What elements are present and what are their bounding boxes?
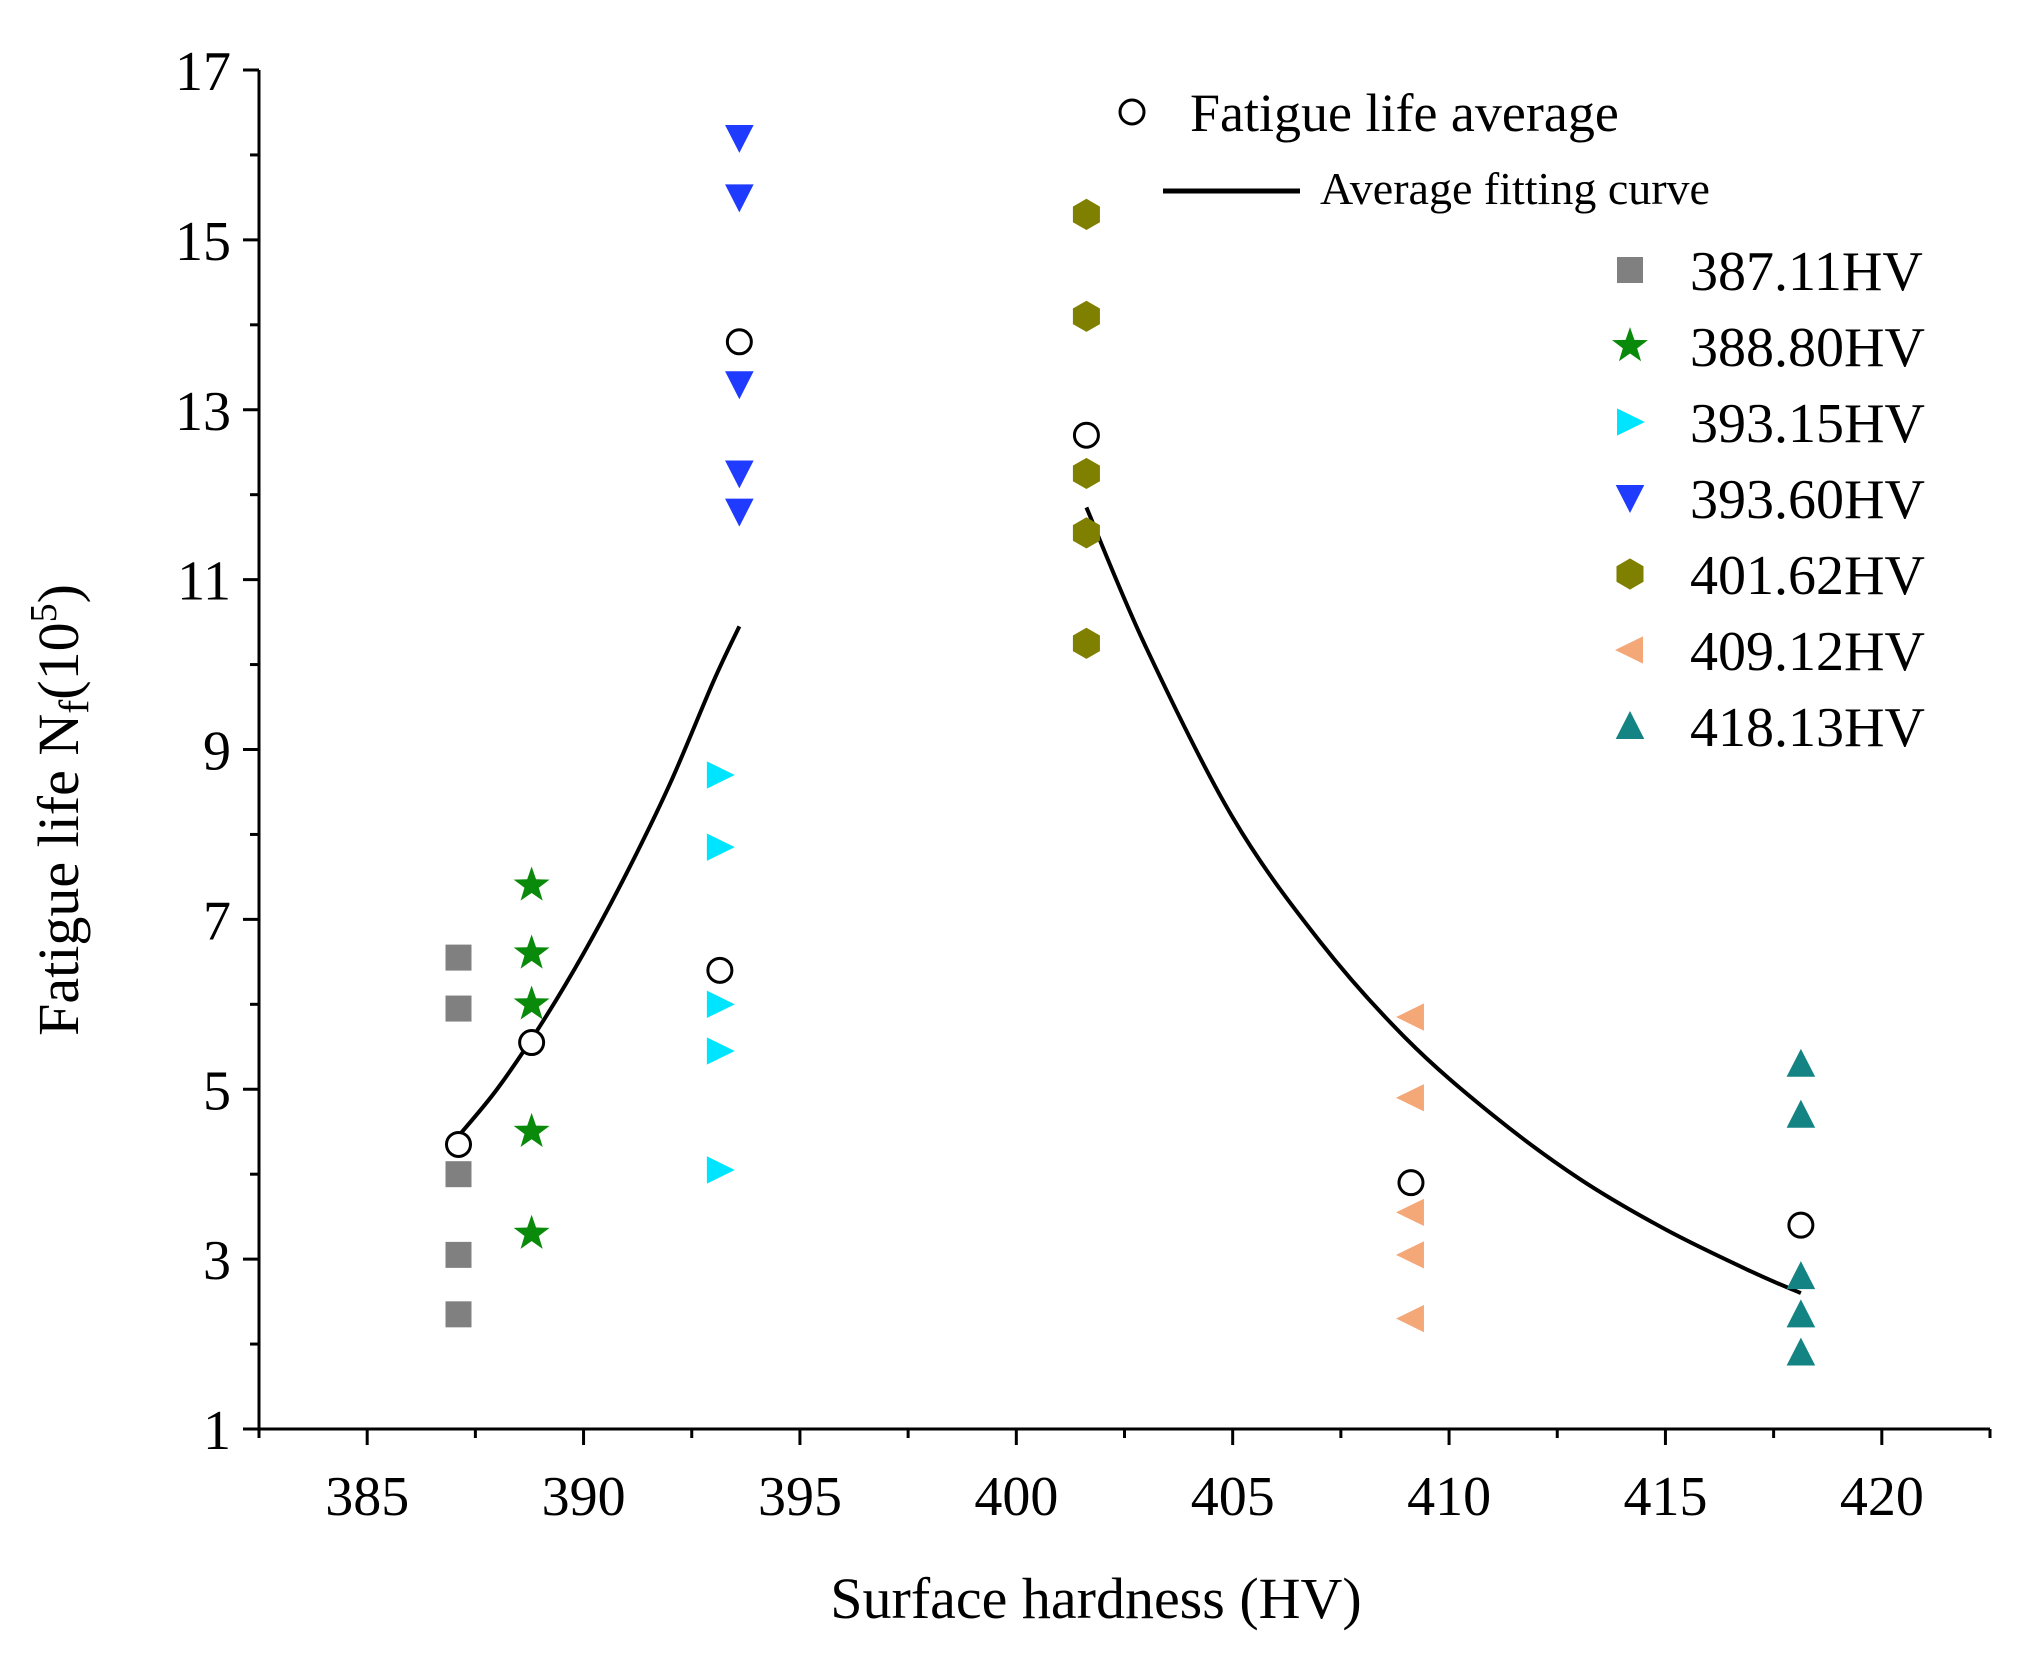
point-393-15hv <box>706 833 735 861</box>
legend-marker-409-12hv <box>1615 636 1643 664</box>
legend-label-387-11hv: 387.11HV <box>1690 241 1923 303</box>
x-tick-label-400: 400 <box>974 1466 1058 1528</box>
average-point <box>444 1130 472 1158</box>
point-418-13hv <box>1786 1048 1816 1077</box>
legend-marker-401-62hv <box>1616 558 1644 590</box>
point-393-15hv <box>706 761 735 789</box>
point-409-12hv <box>1396 1084 1424 1112</box>
legend-marker-393-15hv <box>1617 408 1645 436</box>
average-point <box>1787 1211 1815 1239</box>
legend: Fatigue life average Average fitting cur… <box>1118 83 1925 759</box>
point-387-11hv <box>445 944 472 971</box>
legend-marker-393-60hv <box>1615 485 1645 513</box>
x-tick-label-395: 395 <box>758 1466 842 1528</box>
y-axis-title-close: ) <box>26 584 91 603</box>
legend-label-401-62hv: 401.62HV <box>1690 545 1925 607</box>
data-points <box>445 124 1816 1366</box>
legend-label-388-80hv: 388.80HV <box>1690 317 1925 379</box>
point-401-62hv <box>1072 198 1100 230</box>
point-387-11hv <box>445 1161 472 1188</box>
legend-marker-418-13hv <box>1615 711 1645 739</box>
point-418-13hv <box>1786 1299 1816 1328</box>
point-387-11hv <box>445 1301 472 1328</box>
point-401-62hv <box>1072 457 1100 490</box>
fit-curve-1 <box>456 625 742 1138</box>
average-point <box>706 956 734 984</box>
point-393-60hv <box>725 124 754 153</box>
x-tick-label-410: 410 <box>1407 1466 1491 1528</box>
average-point <box>1397 1169 1425 1197</box>
y-tick-label-11: 11 <box>177 551 231 613</box>
legend-marker-388-80hv <box>1612 327 1648 362</box>
point-388-80hv <box>513 866 550 901</box>
point-388-80hv <box>513 1214 550 1249</box>
y-tick-label-17: 17 <box>175 41 231 103</box>
x-tick-label-405: 405 <box>1191 1466 1275 1528</box>
x-tick-label-385: 385 <box>325 1466 409 1528</box>
point-393-15hv <box>706 1037 735 1065</box>
average-points <box>444 328 1815 1239</box>
point-393-60hv <box>725 498 754 527</box>
point-393-60hv <box>725 371 754 400</box>
point-401-62hv <box>1072 300 1100 332</box>
legend-item-fit-curve: Average fitting curve <box>1163 163 1710 214</box>
y-axis-title-sup: 5 <box>23 603 65 622</box>
point-387-11hv <box>445 1241 472 1268</box>
legend-label-393-15hv: 393.15HV <box>1690 393 1925 455</box>
x-tick-label-420: 420 <box>1840 1466 1924 1528</box>
average-point <box>1072 421 1100 449</box>
point-393-15hv <box>706 1156 735 1184</box>
y-axis-title-paren: (10 <box>26 622 91 699</box>
legend-fit-label: Average fitting curve <box>1320 163 1710 214</box>
legend-label-409-12hv: 409.12HV <box>1690 621 1925 683</box>
x-tick-label-390: 390 <box>542 1466 626 1528</box>
y-tick-label-3: 3 <box>203 1230 231 1292</box>
point-409-12hv <box>1396 1198 1424 1227</box>
x-axis-title: Surface hardness (HV) <box>830 1566 1361 1631</box>
y-axis-title-main: Fatigue life N <box>26 714 91 1036</box>
y-axis-title-sub: f <box>52 700 98 714</box>
fit-curves <box>456 506 1802 1295</box>
point-409-12hv <box>1396 1304 1424 1333</box>
point-393-60hv <box>725 184 754 213</box>
y-tick-label-7: 7 <box>203 890 231 952</box>
legend-series: 387.11HV 388.80HV 393.15HV 393.60HV 401.62HV… <box>1612 241 1925 759</box>
y-axis-title: Fatigue life Nf(105) <box>23 584 98 1036</box>
point-393-15hv <box>706 990 735 1018</box>
point-409-12hv <box>1396 1241 1424 1269</box>
x-tick-label-415: 415 <box>1623 1466 1707 1528</box>
legend-average-label: Fatigue life average <box>1190 83 1619 143</box>
point-388-80hv <box>513 985 550 1020</box>
fit-curve-2 <box>1084 506 1802 1295</box>
average-point <box>725 328 753 356</box>
legend-item-average: Fatigue life average <box>1118 83 1619 143</box>
y-tick-label-15: 15 <box>175 211 231 273</box>
point-388-80hv <box>513 1112 550 1147</box>
point-401-62hv <box>1072 627 1100 659</box>
x-ticks: 385 390 395 400 405 410 415 420 <box>257 1429 1992 1528</box>
y-tick-label-9: 9 <box>203 721 231 783</box>
legend-marker-387-11hv <box>1617 257 1643 283</box>
point-409-12hv <box>1396 1003 1424 1031</box>
point-393-60hv <box>725 460 754 489</box>
point-418-13hv <box>1786 1099 1816 1128</box>
y-tick-label-13: 13 <box>175 381 231 443</box>
point-388-80hv <box>513 934 550 969</box>
point-387-11hv <box>445 995 472 1022</box>
point-418-13hv <box>1786 1337 1816 1366</box>
legend-average-marker <box>1118 98 1146 126</box>
legend-label-393-60hv: 393.60HV <box>1690 469 1925 531</box>
point-401-62hv <box>1072 517 1100 549</box>
average-point <box>518 1029 546 1057</box>
legend-label-418-13hv: 418.13HV <box>1690 697 1925 759</box>
y-tick-label-5: 5 <box>203 1060 231 1122</box>
y-tick-label-1: 1 <box>203 1400 231 1462</box>
point-418-13hv <box>1786 1261 1816 1290</box>
